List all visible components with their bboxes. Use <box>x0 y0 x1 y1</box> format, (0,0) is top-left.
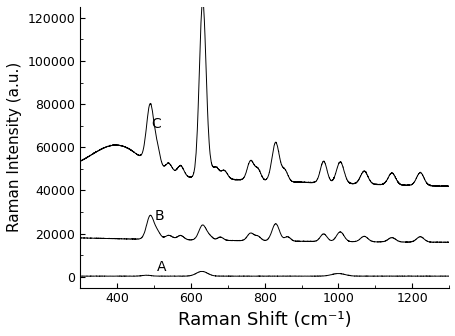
Text: A: A <box>157 260 166 274</box>
Y-axis label: Raman Intensity (a.u.): Raman Intensity (a.u.) <box>7 62 22 233</box>
Text: B: B <box>154 209 164 223</box>
X-axis label: Raman Shift (cm⁻¹): Raman Shift (cm⁻¹) <box>177 311 351 329</box>
Text: C: C <box>151 117 161 131</box>
